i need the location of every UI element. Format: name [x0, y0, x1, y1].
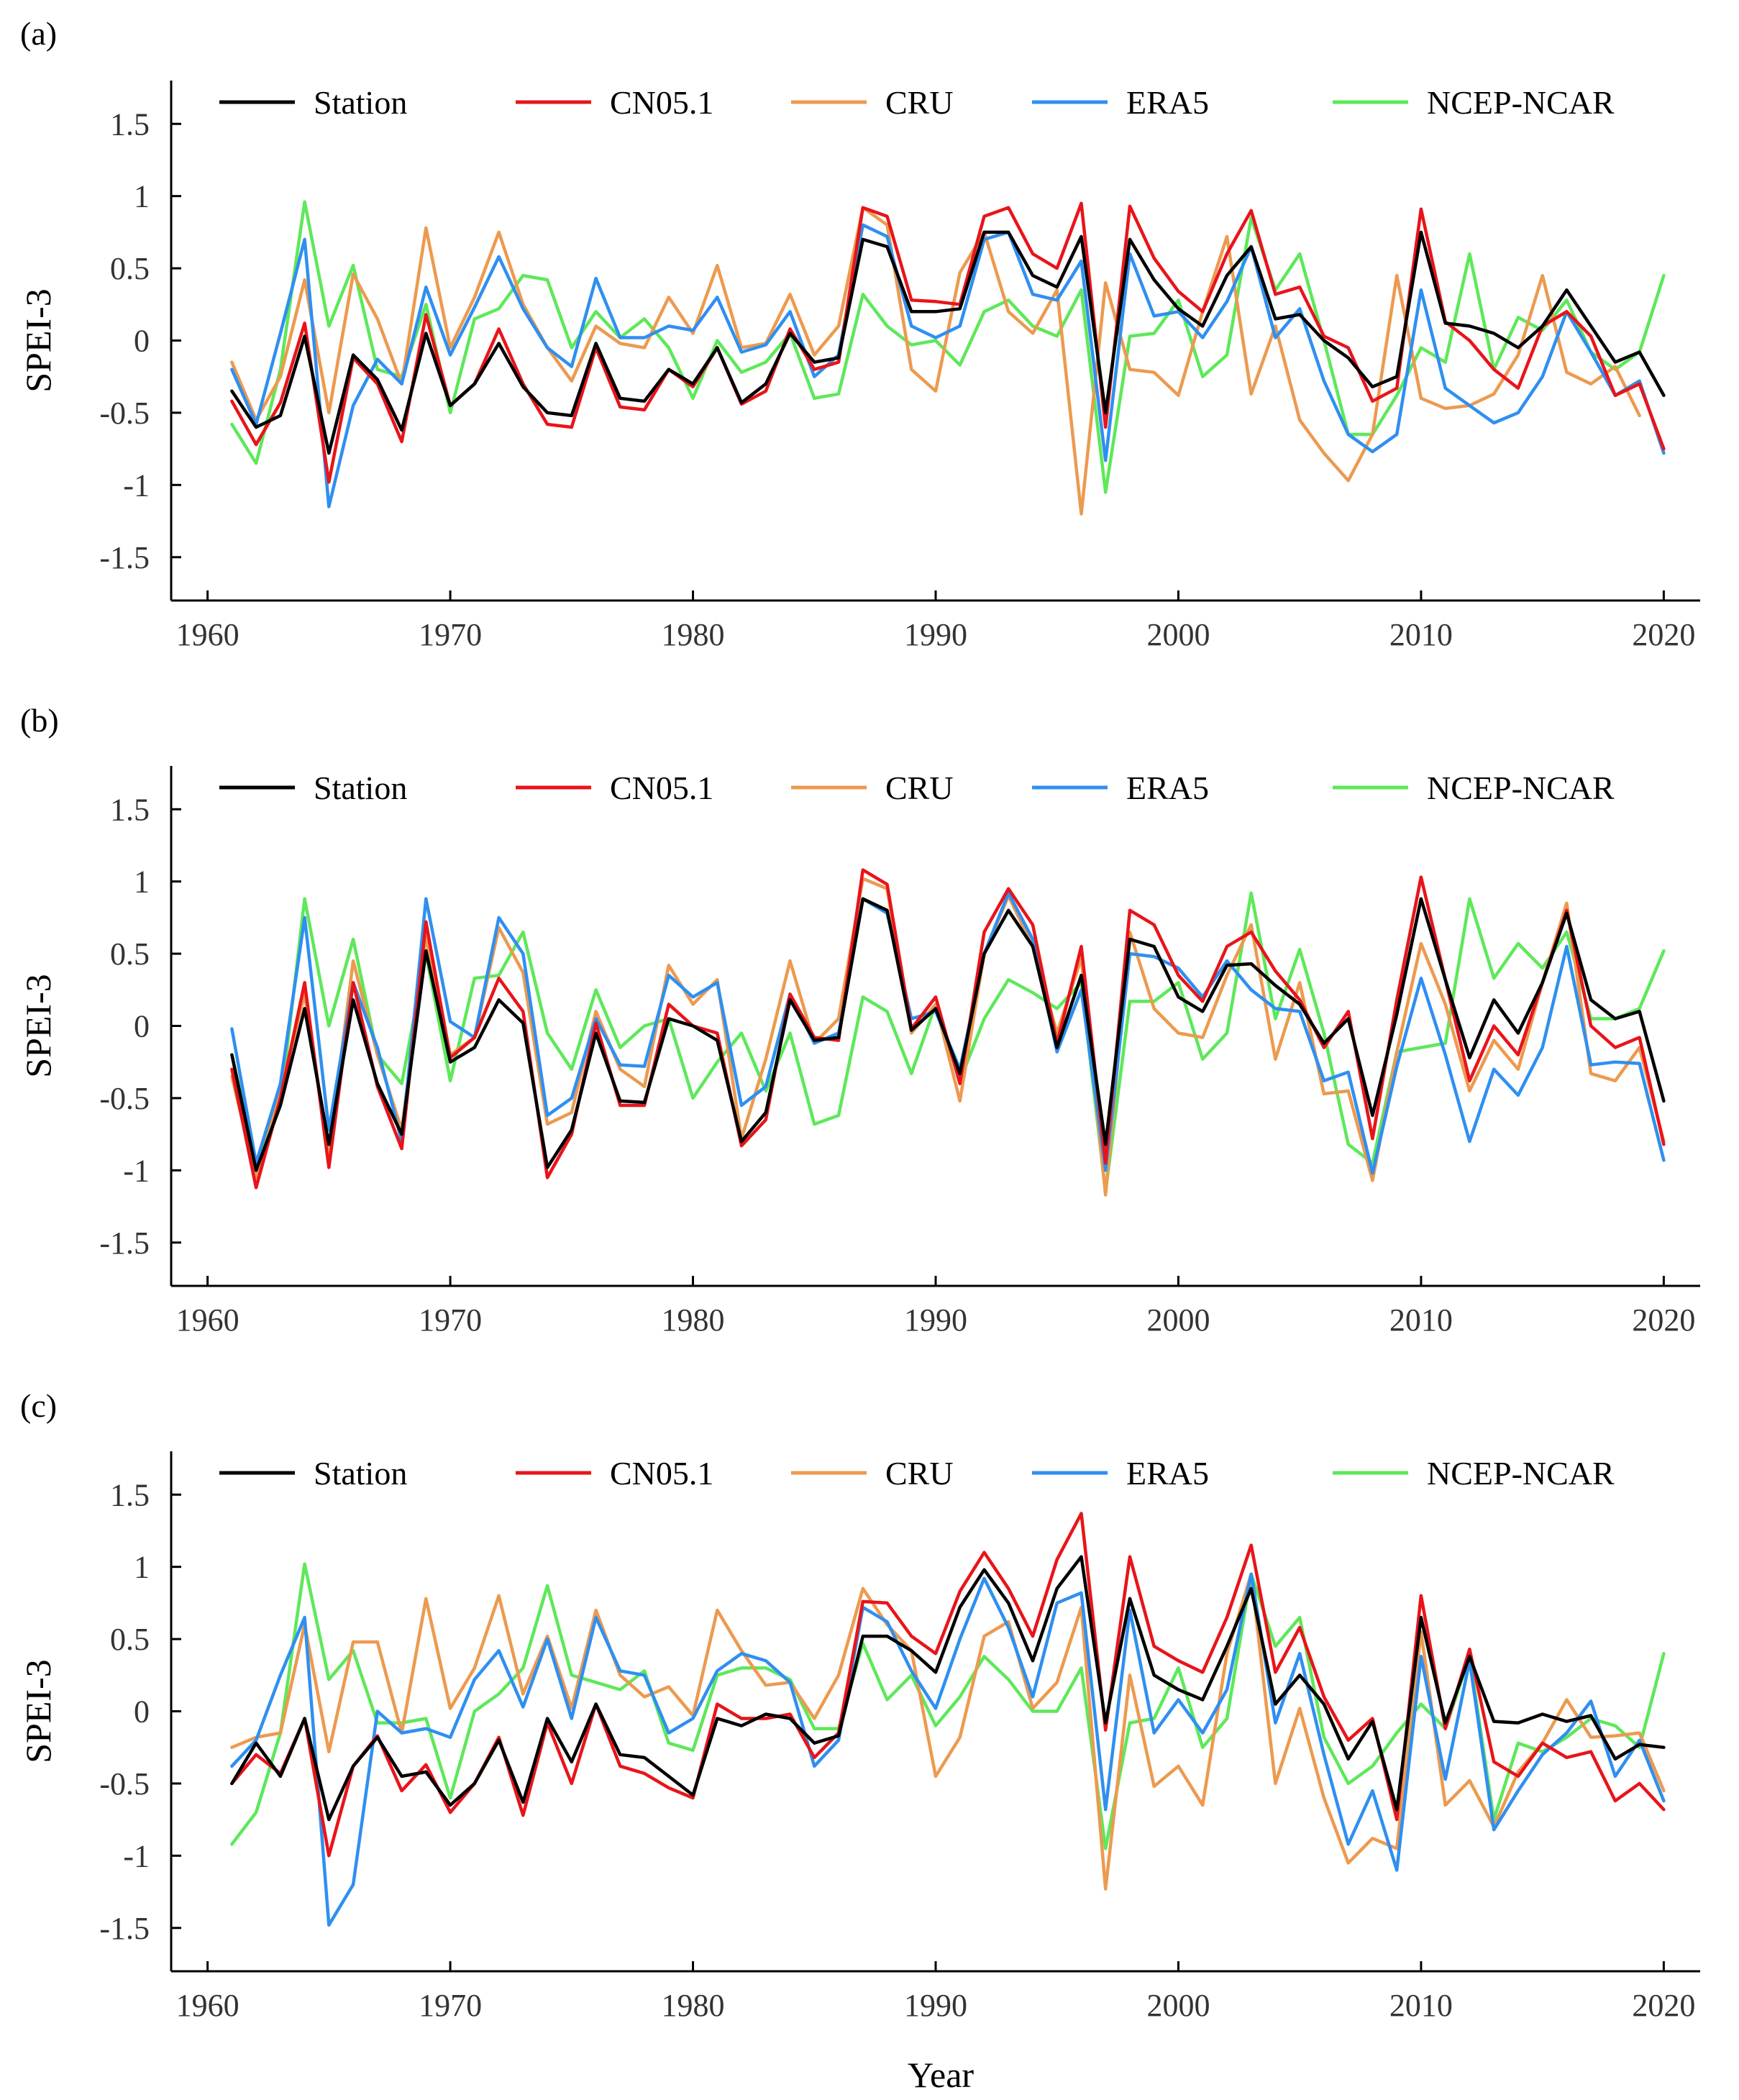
- y-tick-label: 1.5: [110, 792, 150, 827]
- legend-label-cn05-1: CN05.1: [610, 84, 713, 121]
- y-tick-label: -0.5: [99, 1766, 150, 1802]
- x-tick-label: 2020: [1632, 1988, 1695, 2023]
- legend-label-era5: ERA5: [1126, 84, 1209, 121]
- legend-label-era5: ERA5: [1126, 1455, 1209, 1492]
- x-tick-label: 1980: [662, 617, 725, 652]
- x-tick-label: 1990: [904, 617, 967, 652]
- panel-label: (a): [20, 15, 57, 52]
- x-tick-label: 1970: [419, 617, 482, 652]
- x-tick-label: 1970: [419, 1988, 482, 2023]
- legend-label-era5: ERA5: [1126, 770, 1209, 806]
- y-tick-label: -1.5: [99, 1911, 150, 1946]
- x-tick-label: 2010: [1389, 617, 1453, 652]
- series-line-station: [230, 897, 1666, 1172]
- y-tick-label: 0.5: [110, 1622, 150, 1657]
- legend-label-ncep-ncar: NCEP-NCAR: [1427, 84, 1615, 121]
- series-line-ncep-ncar: [230, 200, 1666, 494]
- panel-b: (b) 1.5 1 0.5 0 -0.5 -1 -1.5 1960 1970 1980 1990 200…: [18, 702, 1700, 1338]
- x-axis-title: Year: [908, 2055, 974, 2095]
- y-tick-label: 1.5: [110, 1477, 150, 1512]
- legend-label-cru: CRU: [885, 1455, 954, 1492]
- panel-c: (c) 1.5 1 0.5 0 -0.5 -1 -1.5 1960 1970 1980 1990 200…: [18, 1387, 1700, 2023]
- series-line-station: [230, 230, 1666, 455]
- panel-label: (b): [20, 702, 59, 739]
- legend-label-station: Station: [314, 84, 407, 121]
- x-tick-label: 1990: [904, 1988, 967, 2023]
- series-line-cru: [230, 1572, 1666, 1891]
- y-tick-label: -1: [123, 467, 150, 503]
- y-tick-label: -1: [123, 1838, 150, 1873]
- y-tick-label: 1: [134, 179, 150, 214]
- y-tick-label: 0.5: [110, 936, 150, 972]
- series-line-station: [230, 1555, 1666, 1822]
- x-tick-label: 2000: [1146, 617, 1210, 652]
- y-tick-label: -0.5: [99, 396, 150, 431]
- x-tick-label: 1960: [176, 617, 239, 652]
- x-tick-label: 2000: [1146, 1302, 1210, 1338]
- legend-label-cn05-1: CN05.1: [610, 770, 713, 806]
- y-axis-title: SPEI-3: [18, 288, 58, 392]
- x-tick-label: 2020: [1632, 617, 1695, 652]
- y-tick-label: 1: [134, 1550, 150, 1585]
- x-tick-label: 2000: [1146, 1988, 1210, 2023]
- legend-label-cru: CRU: [885, 84, 954, 121]
- x-tick-label: 1960: [176, 1988, 239, 2023]
- y-tick-label: -0.5: [99, 1081, 150, 1116]
- x-tick-label: 2010: [1389, 1988, 1453, 2023]
- legend-label-station: Station: [314, 1455, 407, 1492]
- x-tick-label: 2020: [1632, 1302, 1695, 1338]
- y-tick-label: 1: [134, 864, 150, 900]
- y-tick-label: 0: [134, 324, 150, 359]
- series-line-ncep-ncar: [230, 1562, 1666, 1850]
- x-tick-label: 1990: [904, 1302, 967, 1338]
- y-tick-label: 0: [134, 1694, 150, 1730]
- y-axis-title: SPEI-3: [18, 1659, 58, 1763]
- y-tick-label: 0: [134, 1009, 150, 1044]
- legend-label-cn05-1: CN05.1: [610, 1455, 713, 1492]
- series-line-era5: [230, 1572, 1666, 1927]
- x-tick-label: 1980: [662, 1302, 725, 1338]
- y-tick-label: 0.5: [110, 251, 150, 286]
- y-tick-label: -1.5: [99, 540, 150, 575]
- legend-label-cru: CRU: [885, 770, 954, 806]
- series-line-era5: [230, 223, 1666, 508]
- legend-label-ncep-ncar: NCEP-NCAR: [1427, 1455, 1615, 1492]
- panel-a: (a) 1.5 1 0.5 0 -0.5 -1 -1.5 1960 1970 1980 1990 200…: [18, 15, 1700, 652]
- x-tick-label: 1970: [419, 1302, 482, 1338]
- x-tick-label: 1960: [176, 1302, 239, 1338]
- y-axis-title: SPEI-3: [18, 974, 58, 1077]
- y-tick-label: 1.5: [110, 106, 150, 142]
- legend-label-ncep-ncar: NCEP-NCAR: [1427, 770, 1615, 806]
- y-tick-label: -1.5: [99, 1225, 150, 1261]
- x-tick-label: 2010: [1389, 1302, 1453, 1338]
- y-tick-label: -1: [123, 1153, 150, 1188]
- panel-label: (c): [20, 1387, 57, 1424]
- x-tick-label: 1980: [662, 1988, 725, 2023]
- legend-label-station: Station: [314, 770, 407, 806]
